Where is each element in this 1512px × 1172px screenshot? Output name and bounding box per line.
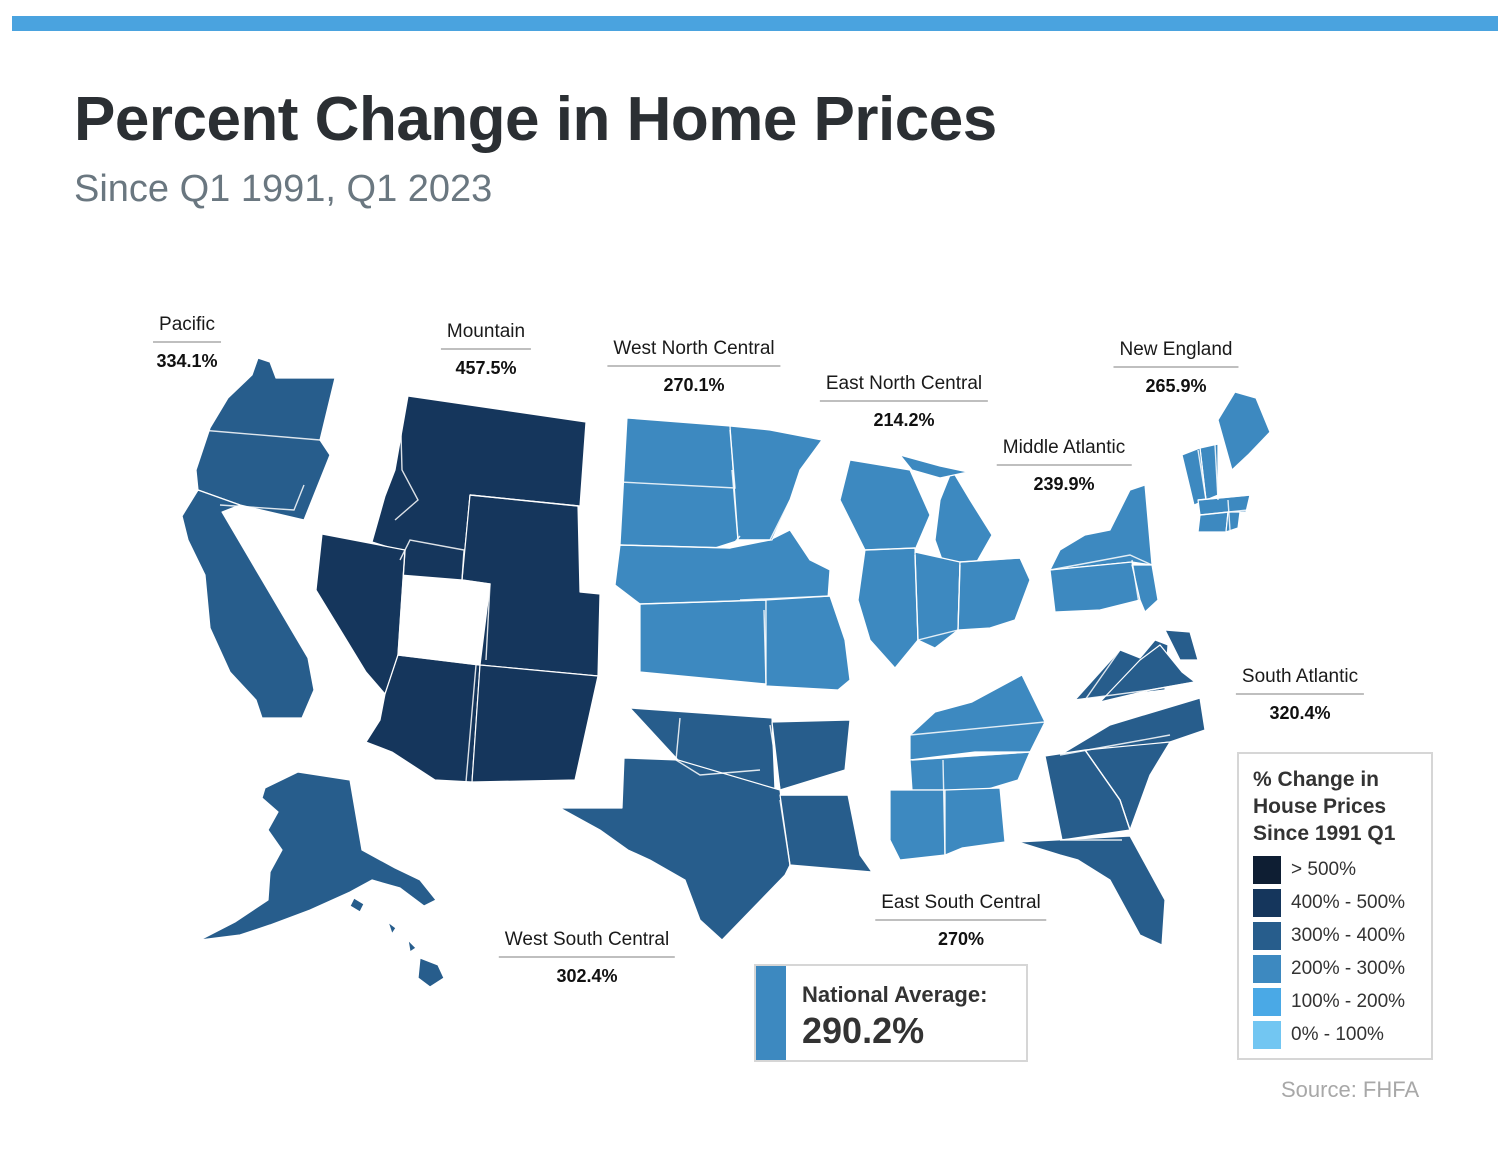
legend-swatch [1253, 954, 1281, 983]
legend-item: 200% - 300% [1253, 954, 1406, 983]
label-middle-atlantic: Middle Atlantic 239.9% [996, 437, 1132, 495]
state-shape [779, 794, 873, 873]
legend-item: > 500% [1253, 855, 1356, 884]
state-shape [899, 454, 969, 479]
national-average-value: 290.2% [802, 1010, 925, 1051]
region-name: South Atlantic [1235, 666, 1365, 695]
label-mountain: Mountain 457.5% [440, 321, 532, 379]
label-east-south-central: East South Central 270% [875, 892, 1047, 950]
state-shape [471, 664, 599, 783]
state-shape [944, 787, 1006, 856]
region-pacific [181, 357, 445, 988]
page-subtitle: Since Q1 1991, Q1 2023 [74, 168, 493, 210]
state-shape [909, 674, 1046, 761]
region-east-south-central [889, 674, 1046, 861]
state-shape [387, 921, 397, 935]
legend-label: > 500% [1291, 858, 1356, 880]
state-shape [1217, 391, 1271, 471]
label-new-england: New England 265.9% [1113, 339, 1239, 397]
state-shape [729, 425, 823, 541]
label-west-north-central: West North Central 270.1% [607, 338, 781, 396]
legend-label: 400% - 500% [1291, 891, 1406, 913]
legend-item: 400% - 500% [1253, 888, 1406, 917]
region-mountain [315, 395, 601, 783]
state-shape [181, 489, 315, 719]
state-shape [957, 557, 1031, 631]
legend-label: 100% - 200% [1291, 990, 1406, 1012]
state-shape [559, 757, 791, 941]
region-west-south-central [559, 707, 873, 941]
national-average-label: National Average: [802, 982, 988, 1007]
legend-swatch [1253, 921, 1281, 950]
region-value: 239.9% [1033, 474, 1095, 494]
region-value: 270% [937, 929, 985, 949]
region-name: New England [1113, 339, 1239, 368]
state-shape [195, 357, 336, 521]
state-shape [1164, 629, 1199, 661]
legend-label: 0% - 100% [1291, 1023, 1384, 1045]
region-name: West North Central [607, 338, 781, 367]
region-east-north-central [839, 454, 1031, 669]
state-shape [839, 459, 931, 551]
state-shape [771, 719, 851, 791]
state-shape [639, 599, 767, 685]
region-name: West South Central [498, 929, 676, 958]
state-shape [934, 469, 993, 569]
region-value: 214.2% [873, 410, 935, 430]
legend-title: % Change in House Prices Since 1991 Q1 [1253, 768, 1396, 845]
region-name: Middle Atlantic [996, 437, 1132, 466]
region-value: 334.1% [156, 351, 218, 371]
region-middle-atlantic [1049, 484, 1159, 613]
legend: % Change in House Prices Since 1991 Q1 >… [1237, 752, 1433, 1060]
legend-swatch [1253, 888, 1281, 917]
state-shape [1131, 564, 1159, 613]
top-accent-bar [12, 16, 1498, 31]
state-shape [407, 939, 417, 953]
state-shape [765, 595, 851, 691]
state-borders [200, 397, 1251, 866]
label-west-south-central: West South Central 302.4% [498, 929, 676, 987]
page-title: Percent Change in Home Prices [74, 85, 997, 154]
state-shape [889, 789, 946, 861]
state-shape [914, 551, 961, 649]
legend-item: 100% - 200% [1253, 987, 1406, 1016]
legend-label: 300% - 400% [1291, 924, 1406, 946]
legend-swatch [1253, 855, 1281, 884]
label-south-atlantic: South Atlantic 320.4% [1235, 666, 1365, 724]
state-shape [417, 957, 445, 988]
region-south-atlantic [1017, 629, 1206, 946]
legend-item: 0% - 100% [1253, 1020, 1384, 1049]
label-pacific: Pacific 334.1% [153, 314, 221, 372]
state-shape [349, 897, 365, 913]
state-shape [315, 533, 406, 695]
region-name: East South Central [875, 892, 1047, 921]
state-shape [1049, 484, 1153, 571]
national-average-accent [756, 966, 786, 1060]
legend-label: 200% - 300% [1291, 957, 1406, 979]
state-shape [461, 494, 601, 677]
state-shape [1017, 835, 1166, 946]
region-value: 270.1% [663, 375, 725, 395]
legend-item: 300% - 400% [1253, 921, 1406, 950]
region-value: 302.4% [556, 966, 618, 986]
national-average-box: National Average: 290.2% [754, 964, 1028, 1062]
state-shape [1225, 511, 1241, 533]
region-value: 320.4% [1269, 703, 1331, 723]
region-value: 457.5% [455, 358, 517, 378]
state-shape [857, 547, 919, 669]
region-name: East North Central [819, 373, 989, 402]
state-shape [199, 771, 437, 941]
region-new-england [1181, 391, 1271, 533]
legend-swatch [1253, 1020, 1281, 1049]
legend-swatch [1253, 987, 1281, 1016]
region-name: Pacific [153, 314, 221, 343]
source-note: Source: FHFA [1281, 1077, 1420, 1102]
region-value: 265.9% [1145, 376, 1207, 396]
region-name: Mountain [440, 321, 532, 350]
label-east-north-central: East North Central 214.2% [819, 373, 989, 431]
state-shape [1049, 561, 1141, 613]
